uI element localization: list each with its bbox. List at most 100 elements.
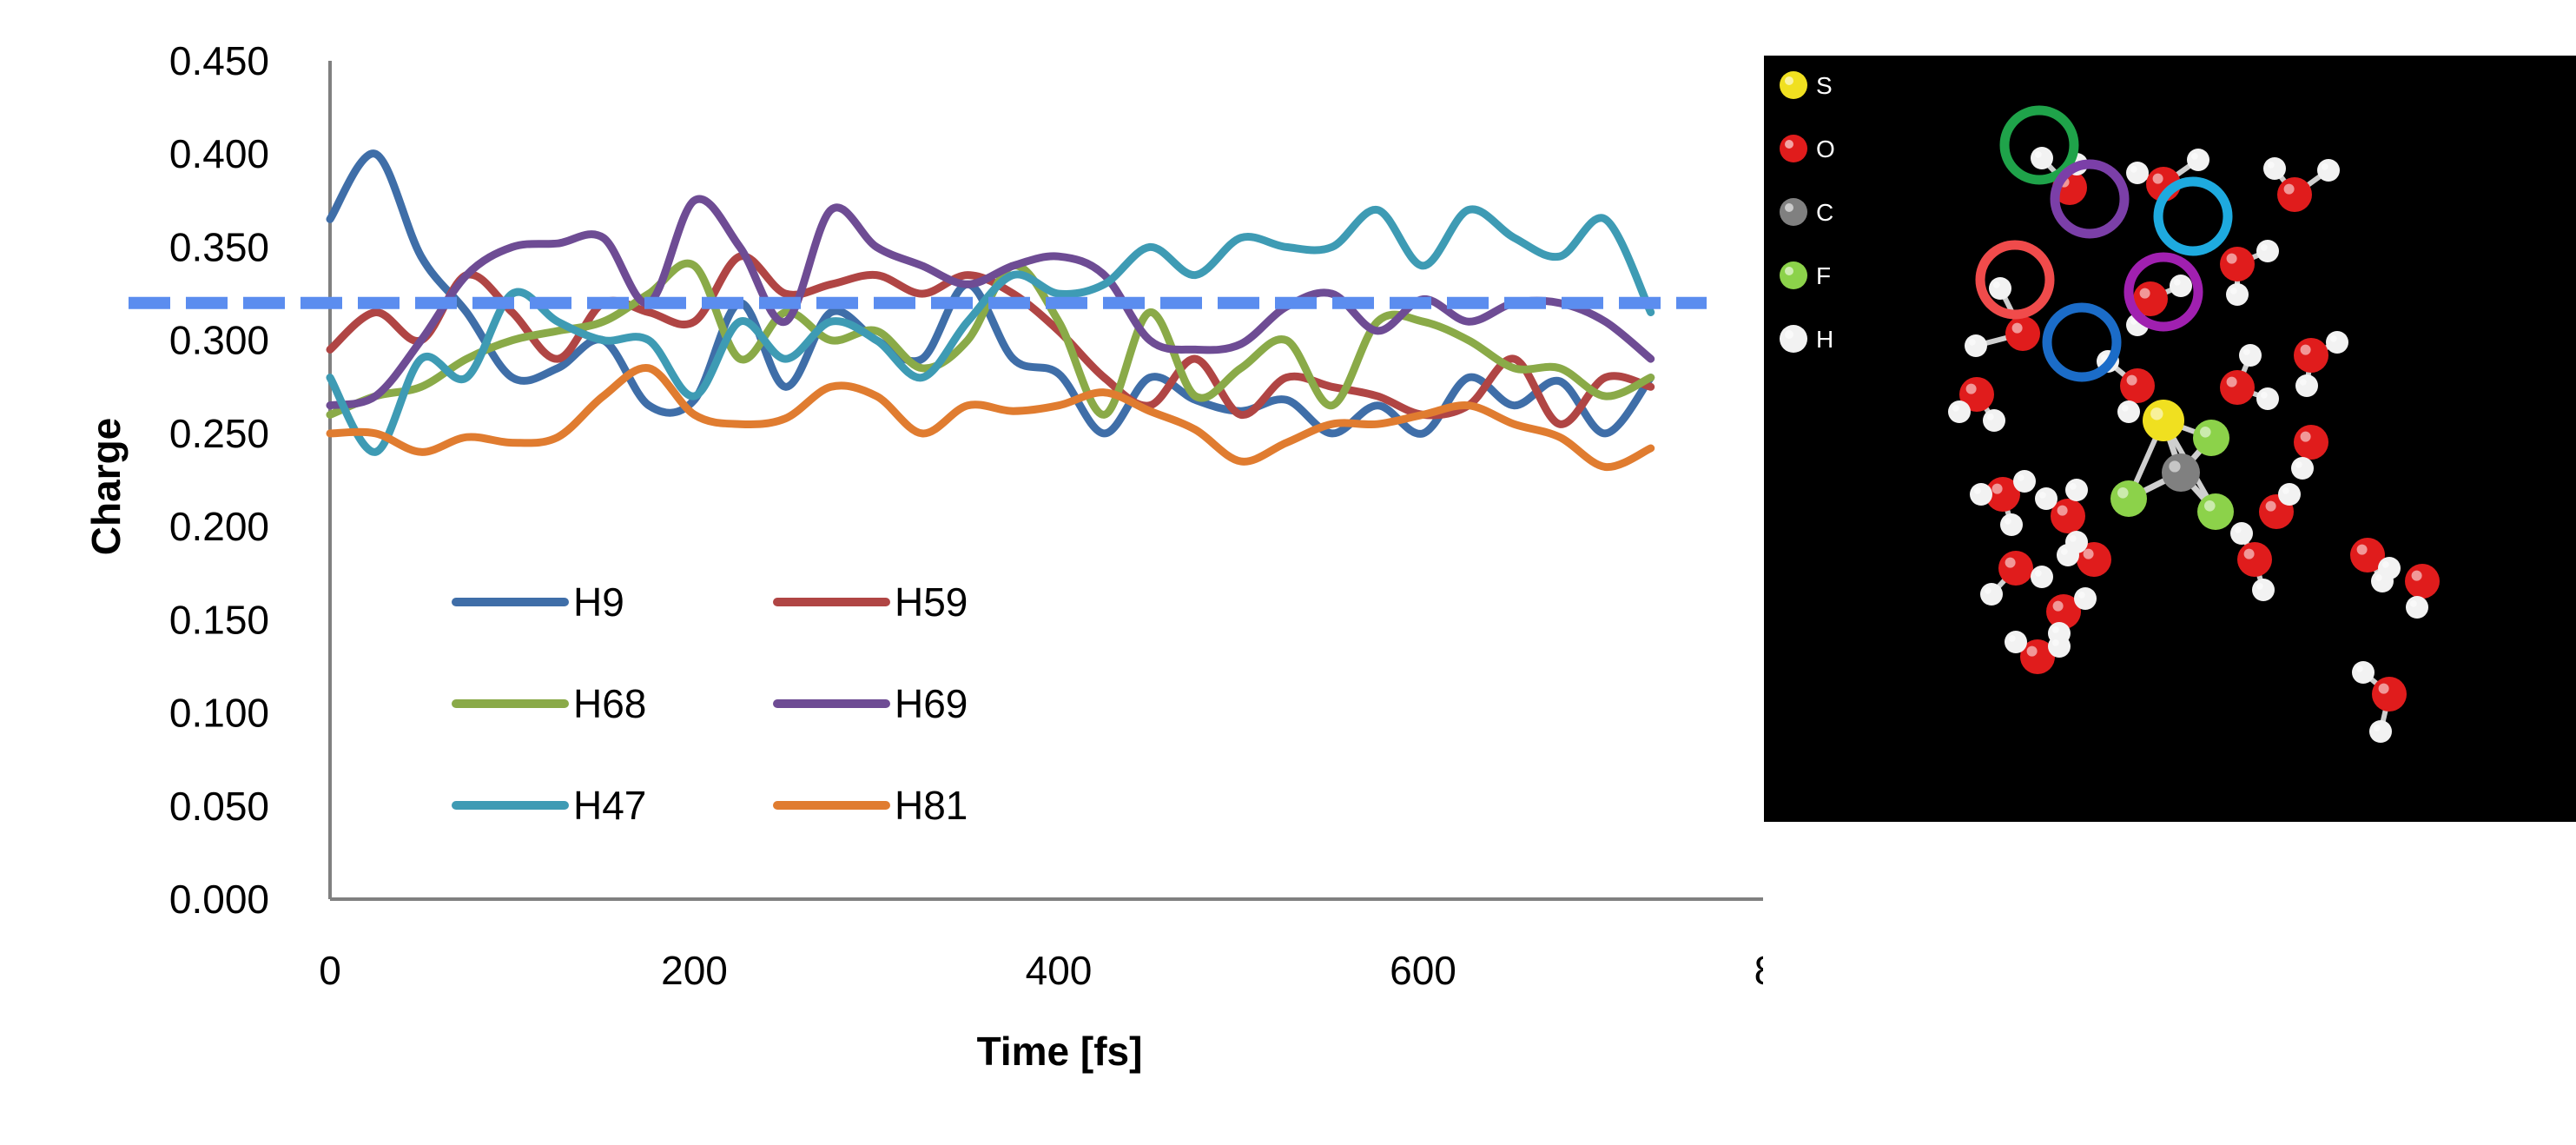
atom-h	[2031, 566, 2053, 588]
atom-shine	[2381, 560, 2389, 568]
atom-shine	[2011, 322, 2023, 334]
atom-h	[2252, 579, 2275, 601]
y-axis-title: Charge	[83, 418, 129, 555]
atom-shine	[1952, 404, 1959, 412]
atom-h	[2000, 513, 2023, 536]
atom-shine	[2057, 505, 2068, 516]
atom-h	[2031, 147, 2053, 169]
x-axis-ticks: 0 200 400 600 800	[319, 948, 1763, 993]
atom-legend-swatch-s	[1780, 71, 1807, 99]
atom-shine	[2295, 460, 2302, 468]
atom-h	[1980, 583, 2003, 606]
atom-h	[2187, 149, 2209, 171]
atom-legend-label-h: H	[1816, 326, 1833, 353]
atom-shine	[2060, 547, 2068, 555]
legend-label-h9: H9	[573, 579, 624, 625]
atom-shine	[2321, 162, 2328, 170]
atom-f	[2110, 480, 2147, 517]
atom-shine	[1992, 281, 2000, 288]
atom-legend-swatch-h	[1780, 325, 1807, 353]
atom-legend-swatch-o	[1780, 135, 1807, 162]
y-axis-ticks: 0.000 0.050 0.100 0.150 0.200 0.250 0.300 0.350…	[169, 38, 269, 922]
atom-shine	[1984, 586, 1991, 594]
highlight-ring	[2042, 302, 2122, 382]
x-tick-label: 400	[1026, 948, 1093, 993]
atom-h	[2074, 587, 2097, 610]
atom-shine	[2152, 173, 2163, 184]
atom-h	[2170, 275, 2192, 297]
atom-shine	[2005, 557, 2016, 568]
atoms	[1948, 147, 2440, 743]
highlight-ring	[1999, 105, 2079, 185]
atom-shine	[2190, 152, 2198, 160]
x-tick-label: 200	[661, 948, 728, 993]
series-line-h81	[326, 364, 1655, 472]
atom-shine	[2077, 591, 2085, 599]
atom-legend-label-f: F	[1816, 262, 1831, 289]
atom-shine	[2203, 500, 2216, 512]
atom-h	[2048, 635, 2071, 658]
atom-shine	[2375, 573, 2382, 581]
highlight-ring	[1975, 240, 2055, 320]
atom-shine	[2234, 526, 2242, 533]
atom-shine	[2373, 724, 2381, 731]
atom-shine	[2243, 548, 2255, 559]
y-tick-label: 0.150	[169, 597, 269, 642]
atom-h	[2369, 720, 2392, 743]
atom-o	[2237, 542, 2272, 577]
atom-shine	[2356, 544, 2368, 555]
highlight-rings	[1975, 105, 2233, 382]
y-tick-label: 0.200	[169, 504, 269, 549]
atom-h	[2013, 470, 2036, 493]
atom-shine	[2083, 548, 2094, 559]
atom-h	[2226, 283, 2249, 306]
atom-legend-label-s: S	[1816, 72, 1833, 99]
atom-shine	[2229, 287, 2237, 295]
atom-shine	[2034, 150, 2042, 158]
atom-shine	[2355, 665, 2363, 672]
atom-o	[2220, 370, 2255, 405]
atom-legend-highlight	[1785, 203, 1793, 212]
atom-f	[2193, 420, 2229, 456]
atom-shine	[2130, 165, 2137, 173]
atom-shine	[1991, 483, 2003, 494]
atom-legend-highlight	[1785, 267, 1793, 275]
atom-c	[2162, 453, 2200, 492]
atom-shine	[2242, 347, 2250, 355]
x-tick-label: 800	[1754, 948, 1763, 993]
atom-shine	[2034, 569, 2042, 577]
y-tick-label: 0.000	[169, 877, 269, 922]
legend-label-h69: H69	[895, 681, 968, 726]
y-tick-label: 0.400	[169, 131, 269, 176]
series-line-h47	[326, 205, 1655, 456]
x-tick-label: 0	[319, 948, 341, 993]
atom-o	[2277, 177, 2312, 212]
atom-shine	[2051, 639, 2059, 646]
chart-legend: H9 H59 H68 H69 H47 H81	[452, 579, 968, 828]
atom-h	[2230, 522, 2253, 545]
legend-label-h68: H68	[573, 681, 646, 726]
atom-shine	[2409, 599, 2417, 607]
atom-shine	[2117, 486, 2129, 499]
atom-o	[2294, 338, 2328, 373]
atom-shine	[2283, 183, 2295, 195]
atom-h	[2291, 457, 2314, 480]
atom-o	[2372, 677, 2407, 711]
legend-label-h59: H59	[895, 579, 968, 625]
atom-shine	[2267, 161, 2275, 169]
atom-legend: S O C F H	[1780, 71, 1835, 353]
atom-shine	[2004, 517, 2011, 525]
atom-shine	[2150, 407, 2163, 420]
x-tick-label: 600	[1390, 948, 1456, 993]
atom-h	[2295, 374, 2318, 397]
atom-shine	[2126, 374, 2137, 386]
atom-o	[2405, 564, 2440, 599]
atom-shine	[1986, 413, 1994, 420]
atom-legend-swatch-c	[1780, 198, 1807, 226]
atom-f	[2197, 493, 2234, 530]
atom-h	[2263, 157, 2286, 180]
atom-shine	[2052, 600, 2064, 612]
atom-shine	[2299, 378, 2307, 386]
atom-shine	[2282, 486, 2289, 494]
atom-shine	[2256, 582, 2263, 590]
